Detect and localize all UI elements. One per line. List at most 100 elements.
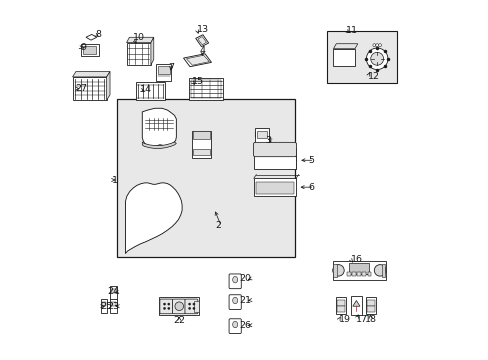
FancyBboxPatch shape <box>184 299 198 314</box>
Circle shape <box>188 303 190 305</box>
Polygon shape <box>106 72 110 100</box>
Bar <box>72 77 106 100</box>
Bar <box>337 306 345 312</box>
Text: 27: 27 <box>75 84 87 93</box>
Text: 12: 12 <box>367 72 380 81</box>
Bar <box>194 301 198 312</box>
Circle shape <box>192 307 195 310</box>
Bar <box>81 44 99 56</box>
Text: 21: 21 <box>239 296 250 305</box>
Text: 7: 7 <box>168 63 174 72</box>
Bar <box>357 272 360 276</box>
Text: 8: 8 <box>95 30 101 39</box>
Circle shape <box>167 307 169 310</box>
Bar <box>188 78 223 100</box>
Ellipse shape <box>232 276 237 283</box>
Polygon shape <box>142 108 176 146</box>
Bar <box>337 300 345 306</box>
Bar <box>83 46 96 54</box>
Bar <box>111 289 116 293</box>
Circle shape <box>188 307 190 310</box>
Text: 6: 6 <box>308 183 314 192</box>
Bar <box>332 264 336 276</box>
Ellipse shape <box>232 321 237 328</box>
Polygon shape <box>72 72 110 77</box>
Circle shape <box>370 52 383 65</box>
Bar <box>158 66 169 74</box>
Text: 9: 9 <box>80 43 86 52</box>
Bar <box>159 297 199 315</box>
Text: 22: 22 <box>173 316 185 325</box>
Circle shape <box>175 302 183 311</box>
FancyBboxPatch shape <box>160 299 172 314</box>
Bar <box>255 182 294 194</box>
FancyBboxPatch shape <box>228 319 241 333</box>
Text: 20: 20 <box>239 274 250 283</box>
Text: 3: 3 <box>265 136 271 145</box>
Bar <box>110 300 117 313</box>
Bar <box>110 286 117 300</box>
Bar <box>192 149 210 155</box>
Bar <box>381 264 385 276</box>
Text: 19: 19 <box>339 315 350 324</box>
Polygon shape <box>186 55 209 65</box>
Bar <box>352 272 355 276</box>
Circle shape <box>192 303 195 305</box>
Circle shape <box>332 265 344 276</box>
Text: 13: 13 <box>196 25 208 34</box>
Bar <box>193 131 209 139</box>
Circle shape <box>163 307 165 310</box>
Text: 10: 10 <box>133 33 145 42</box>
Circle shape <box>366 48 387 69</box>
Bar <box>366 300 374 306</box>
Polygon shape <box>126 37 153 42</box>
Bar <box>101 300 107 313</box>
Circle shape <box>163 303 165 305</box>
Bar <box>326 31 396 83</box>
Bar <box>191 131 211 158</box>
Text: 25: 25 <box>100 302 112 311</box>
Polygon shape <box>125 183 182 253</box>
Circle shape <box>375 44 378 46</box>
Circle shape <box>372 44 375 46</box>
Text: 1: 1 <box>112 176 118 185</box>
Text: 14: 14 <box>140 85 151 94</box>
Text: 23: 23 <box>107 302 120 311</box>
FancyBboxPatch shape <box>172 299 185 314</box>
Polygon shape <box>86 35 97 40</box>
Bar <box>156 64 171 81</box>
Polygon shape <box>333 44 357 49</box>
Bar <box>366 306 374 312</box>
Bar <box>256 131 266 138</box>
Bar <box>367 272 370 276</box>
Bar <box>350 296 362 315</box>
Polygon shape <box>151 37 153 65</box>
FancyBboxPatch shape <box>253 142 296 157</box>
Text: 17: 17 <box>356 315 367 324</box>
Bar <box>254 128 268 148</box>
Polygon shape <box>198 37 206 45</box>
Circle shape <box>167 303 169 305</box>
Text: 16: 16 <box>350 255 362 264</box>
Polygon shape <box>142 142 176 148</box>
Bar <box>346 272 350 276</box>
Bar <box>333 49 354 66</box>
Bar <box>332 261 385 280</box>
Circle shape <box>378 44 381 46</box>
Bar <box>253 178 296 196</box>
Bar <box>126 42 151 65</box>
Text: 5: 5 <box>308 156 314 165</box>
Bar <box>362 272 366 276</box>
FancyBboxPatch shape <box>228 295 241 310</box>
Bar <box>336 297 346 315</box>
Text: 24: 24 <box>107 287 120 296</box>
Ellipse shape <box>232 297 237 304</box>
FancyBboxPatch shape <box>228 274 241 289</box>
Bar <box>190 80 221 98</box>
Circle shape <box>373 265 385 276</box>
Text: 26: 26 <box>239 321 250 330</box>
Bar <box>111 302 116 306</box>
Polygon shape <box>183 54 211 67</box>
Text: 18: 18 <box>365 315 376 324</box>
Text: 11: 11 <box>345 26 357 35</box>
